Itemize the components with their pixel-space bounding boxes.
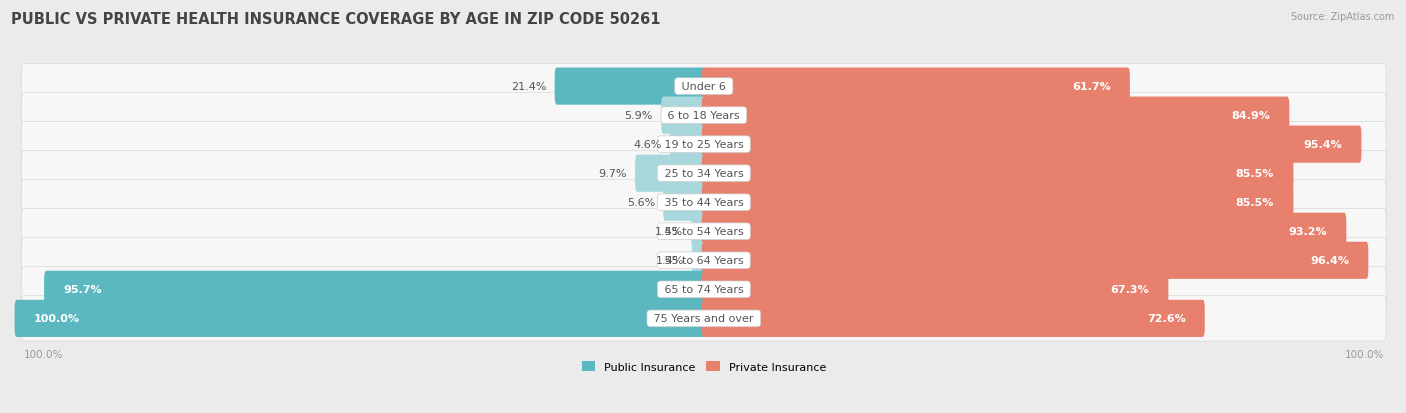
Text: 85.5%: 85.5% [1236,169,1274,179]
Text: 21.4%: 21.4% [510,82,547,92]
Text: 95.7%: 95.7% [63,285,103,294]
Text: Source: ZipAtlas.com: Source: ZipAtlas.com [1291,12,1395,22]
FancyBboxPatch shape [671,126,706,164]
Legend: Public Insurance, Private Insurance: Public Insurance, Private Insurance [582,361,825,372]
FancyBboxPatch shape [702,155,1294,192]
FancyBboxPatch shape [21,122,1386,167]
FancyBboxPatch shape [664,184,706,221]
FancyBboxPatch shape [21,64,1386,109]
Text: 100.0%: 100.0% [1344,349,1384,359]
FancyBboxPatch shape [702,213,1347,250]
FancyBboxPatch shape [702,184,1294,221]
FancyBboxPatch shape [636,155,706,192]
Text: 6 to 18 Years: 6 to 18 Years [664,111,744,121]
Text: 72.6%: 72.6% [1147,313,1185,324]
FancyBboxPatch shape [21,238,1386,283]
FancyBboxPatch shape [692,242,706,279]
FancyBboxPatch shape [21,151,1386,196]
Text: 5.9%: 5.9% [624,111,652,121]
FancyBboxPatch shape [21,180,1386,225]
Text: 100.0%: 100.0% [24,349,63,359]
FancyBboxPatch shape [702,242,1368,279]
Text: 1.5%: 1.5% [655,227,683,237]
Text: 65 to 74 Years: 65 to 74 Years [661,285,747,294]
Text: 61.7%: 61.7% [1071,82,1111,92]
FancyBboxPatch shape [21,296,1386,341]
Text: 85.5%: 85.5% [1236,198,1274,208]
FancyBboxPatch shape [702,69,1130,105]
Text: 19 to 25 Years: 19 to 25 Years [661,140,747,150]
FancyBboxPatch shape [702,271,1168,308]
Text: 93.2%: 93.2% [1288,227,1327,237]
Text: 1.4%: 1.4% [655,256,683,266]
FancyBboxPatch shape [14,300,706,337]
Text: 25 to 34 Years: 25 to 34 Years [661,169,747,179]
Text: 35 to 44 Years: 35 to 44 Years [661,198,747,208]
Text: 9.7%: 9.7% [599,169,627,179]
Text: 45 to 54 Years: 45 to 54 Years [661,227,747,237]
Text: 84.9%: 84.9% [1232,111,1270,121]
Text: 75 Years and over: 75 Years and over [651,313,758,324]
FancyBboxPatch shape [702,97,1289,134]
Text: 67.3%: 67.3% [1111,285,1149,294]
Text: 95.4%: 95.4% [1303,140,1343,150]
FancyBboxPatch shape [21,93,1386,138]
FancyBboxPatch shape [702,300,1205,337]
Text: 96.4%: 96.4% [1310,256,1350,266]
Text: 4.6%: 4.6% [634,140,662,150]
FancyBboxPatch shape [692,213,706,250]
Text: 100.0%: 100.0% [34,313,80,324]
FancyBboxPatch shape [21,209,1386,254]
FancyBboxPatch shape [702,126,1361,164]
FancyBboxPatch shape [44,271,706,308]
FancyBboxPatch shape [555,69,706,105]
FancyBboxPatch shape [21,267,1386,312]
Text: 55 to 64 Years: 55 to 64 Years [661,256,747,266]
Text: 5.6%: 5.6% [627,198,655,208]
Text: Under 6: Under 6 [678,82,730,92]
Text: PUBLIC VS PRIVATE HEALTH INSURANCE COVERAGE BY AGE IN ZIP CODE 50261: PUBLIC VS PRIVATE HEALTH INSURANCE COVER… [11,12,661,27]
FancyBboxPatch shape [661,97,706,134]
